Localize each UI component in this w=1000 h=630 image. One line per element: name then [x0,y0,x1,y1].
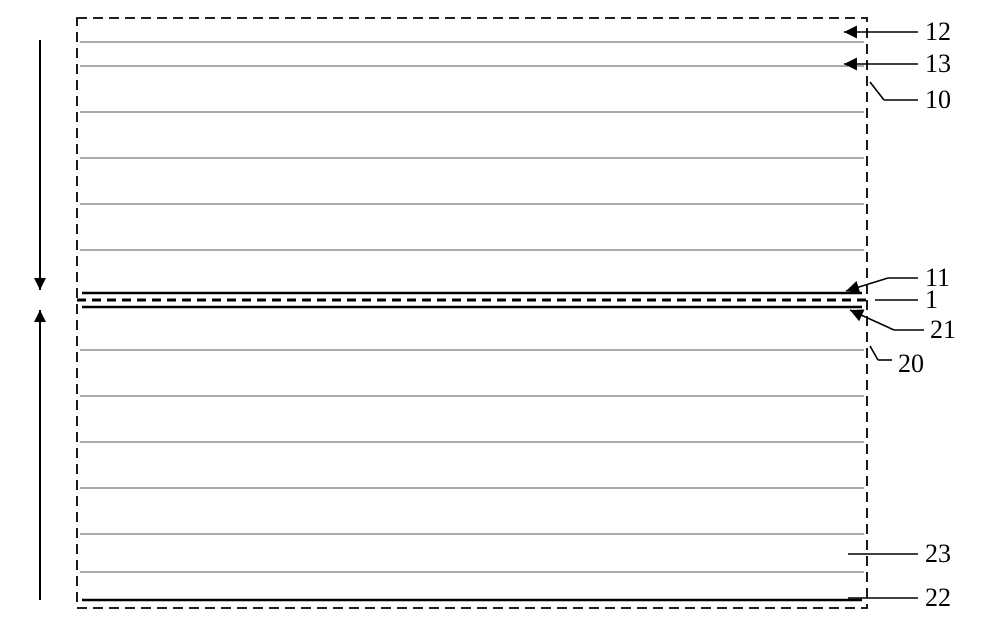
callout-label-1: 1 [925,285,938,315]
callout-label-12: 12 [925,17,951,47]
callout-label-21: 21 [930,315,956,345]
callout-label-10: 10 [925,85,951,115]
callout-label-13: 13 [925,49,951,79]
callout-label-20: 20 [898,349,924,379]
diagram-svg [0,0,1000,630]
callout-label-22: 22 [925,583,951,613]
callout-label-23: 23 [925,539,951,569]
